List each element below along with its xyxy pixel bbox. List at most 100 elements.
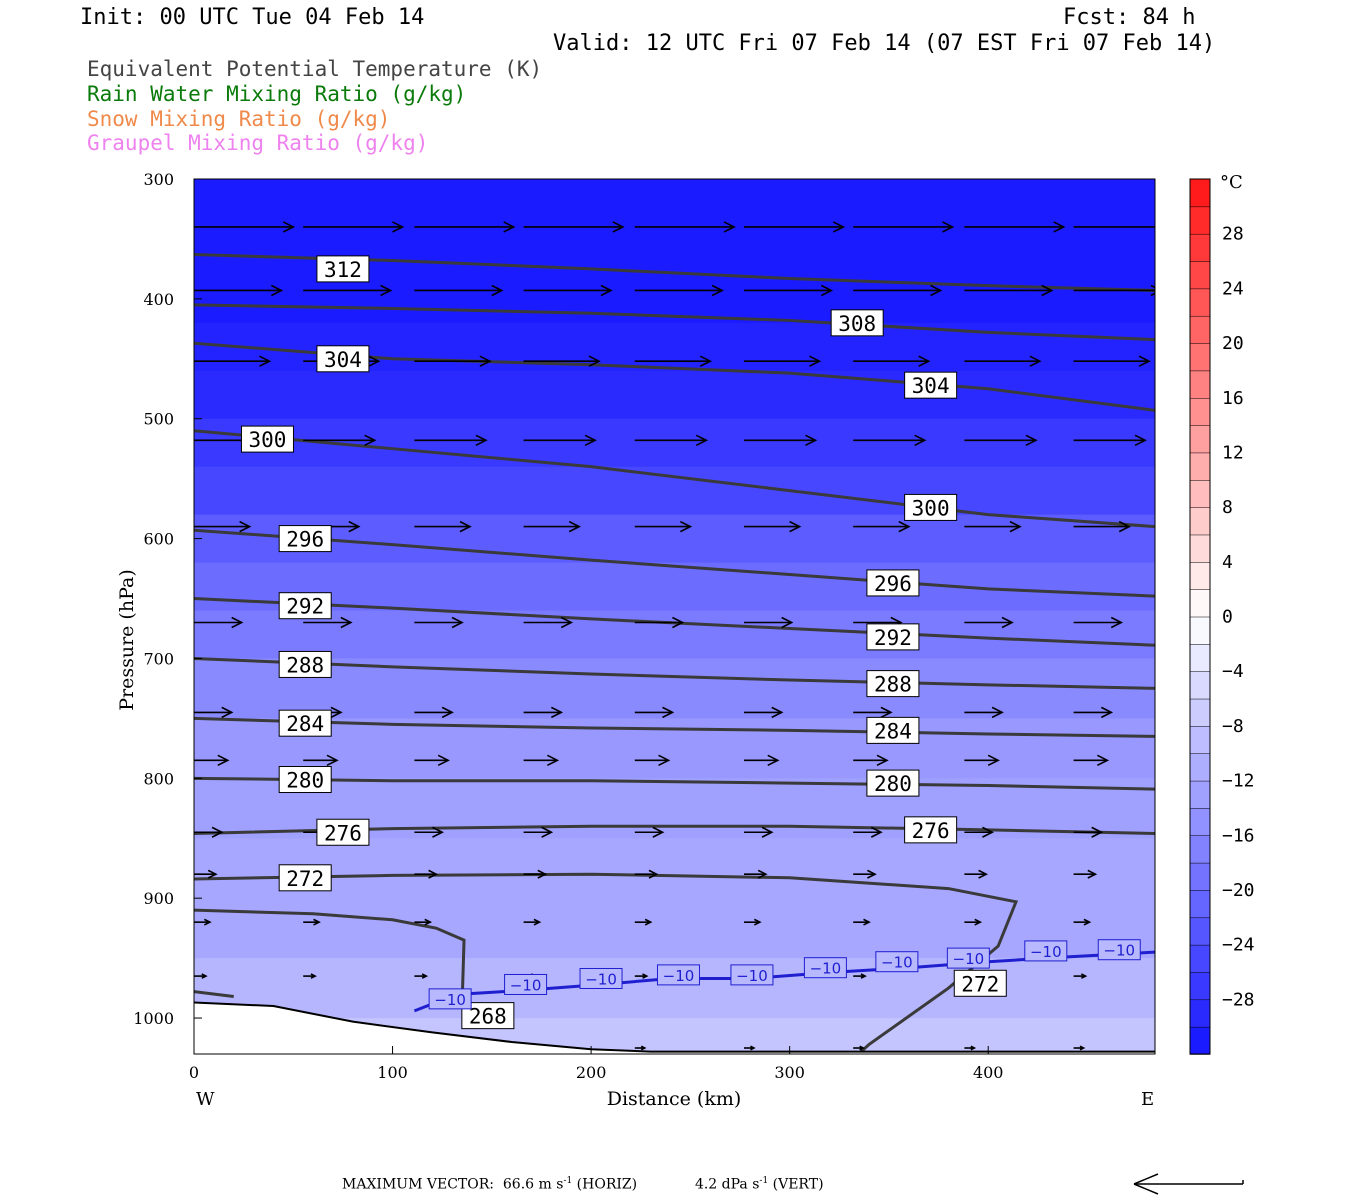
temp-fill-band (194, 898, 1155, 960)
colorbar-swatch (1189, 616, 1211, 645)
contour-label: 288 (874, 673, 912, 697)
max-horiz-value: 66.6 (502, 1176, 535, 1193)
colorbar-swatch (1189, 479, 1211, 508)
wind-arrow (853, 221, 955, 233)
theta-e-contour (194, 656, 1155, 690)
wind-arrow (964, 754, 1000, 767)
theta-e-contour (194, 303, 1155, 342)
terrain-fill (194, 1002, 1155, 1054)
contour-label: 304 (324, 348, 362, 372)
y-tick-label: 300 (143, 170, 174, 189)
theta-e-contour (194, 528, 1155, 598)
contour-label: 268 (469, 1005, 507, 1029)
colorbar-label: 4 (1222, 552, 1233, 573)
wind-arrow (414, 826, 444, 838)
wind-arrow (634, 973, 649, 979)
isotherm-label-box (946, 947, 990, 969)
wind-arrow (414, 221, 516, 233)
wind-arrow (743, 826, 774, 838)
contour-label: 288 (286, 653, 324, 677)
wind-arrow (414, 918, 433, 926)
wind-arrow (853, 826, 883, 838)
wind-arrow (1073, 355, 1151, 367)
east-label: E (1141, 1089, 1154, 1110)
colorbar-label: 0 (1222, 607, 1233, 628)
colorbar-label: 28 (1222, 224, 1244, 245)
contour-label-box (278, 864, 332, 892)
x-axis-label: Distance (km) (607, 1088, 742, 1110)
valid-time: Valid: 12 UTC Fri 07 Feb 14 (07 EST Fri … (553, 31, 1216, 56)
y-tick-label: 700 (143, 649, 174, 668)
wind-arrow (634, 1045, 647, 1051)
wind-arrow (964, 826, 994, 838)
colorbar-swatch (1189, 588, 1211, 618)
init-time: Init: 00 UTC Tue 04 Feb 14 (80, 5, 425, 30)
contour-label: 280 (286, 769, 324, 793)
legend-theta-e: Equivalent Potential Temperature (K) (87, 57, 543, 81)
contour-label: 304 (912, 374, 950, 398)
y-tick-label: 400 (143, 290, 174, 309)
wind-arrow (634, 869, 659, 879)
isotherm-label-box (875, 951, 919, 973)
theta-e-contour (194, 776, 1155, 791)
colorbar-swatch (1189, 971, 1211, 1001)
isotherm-label: −10 (663, 967, 695, 985)
temp-fill-band (194, 514, 1155, 564)
contour-label-box (316, 255, 370, 283)
contour-label: 284 (286, 712, 324, 736)
contour-label: 284 (874, 719, 912, 743)
contour-label-box (278, 525, 332, 553)
wind-arrow (1073, 869, 1098, 879)
isotherm-label: −10 (510, 976, 542, 994)
wind-arrow (523, 869, 548, 879)
colorbar-swatch (1189, 206, 1211, 235)
wind-arrow (1073, 616, 1124, 629)
temp-fill-band (194, 179, 1155, 252)
wind-arrow (743, 754, 780, 767)
max-vert-tag: (VERT) (772, 1176, 824, 1193)
wind-arrow (743, 918, 762, 926)
west-label: W (196, 1089, 215, 1110)
wind-arrow (853, 706, 893, 719)
contour-label-box (866, 716, 920, 744)
wind-arrow (853, 284, 943, 297)
isotherm-label-box (579, 967, 623, 989)
isotherm-label: −10 (736, 967, 768, 985)
wind-arrow (523, 284, 613, 297)
colorbar-label: −12 (1222, 771, 1255, 792)
legend-rain: Rain Water Mixing Ratio (g/kg) (87, 82, 467, 106)
colorbar-swatch (1189, 561, 1211, 590)
theta-e-contour (194, 908, 466, 1007)
colorbar-swatch (1189, 862, 1211, 891)
colorbar-label: −28 (1222, 989, 1255, 1010)
wind-arrow (1073, 973, 1088, 979)
contour-label: 292 (286, 595, 324, 619)
colorbar-swatch (1189, 944, 1211, 973)
temp-fill-band (194, 370, 1155, 420)
horiz-exponent: -1 (563, 1176, 573, 1186)
isotherm-label: −10 (953, 950, 985, 968)
max-vector-note: MAXIMUM VECTOR: 66.6 m s-1 (HORIZ) 4.2 d… (342, 1176, 824, 1193)
contour-label-box (316, 345, 370, 373)
y-axis-label: Pressure (hPa) (116, 569, 138, 711)
colorbar-swatch (1189, 725, 1211, 754)
wind-arrow (634, 754, 671, 767)
colorbar-swatch (1189, 288, 1211, 317)
wind-arrow (853, 754, 889, 767)
wind-arrow (743, 706, 784, 719)
wind-arrow (634, 706, 675, 719)
y-tick-label: 1000 (133, 1009, 174, 1028)
wind-arrow (303, 918, 321, 926)
isotherm-label: −10 (810, 960, 842, 978)
wind-arrow (414, 754, 450, 767)
colorbar-frame (1189, 178, 1211, 1055)
temp-fill-band (194, 562, 1155, 612)
y-tick-label: 800 (143, 769, 174, 788)
wind-arrow (743, 1045, 756, 1051)
contour-label-box (278, 650, 332, 678)
colorbar-swatch (1189, 643, 1211, 672)
wind-arrow (414, 706, 454, 719)
colorbar-label: 16 (1222, 388, 1244, 409)
wind-arrow (634, 284, 724, 297)
